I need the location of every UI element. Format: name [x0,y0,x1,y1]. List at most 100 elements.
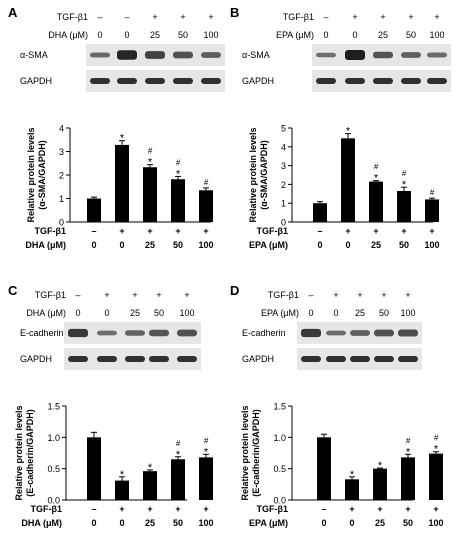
treatment-label: DHA (μM) [26,308,66,318]
significance-hash: # [176,439,181,448]
y-tick-label: 0.0 [47,496,60,506]
treatment-value: 0 [75,308,80,318]
x-treatment-value: + [147,226,152,236]
significance-hash: # [176,158,181,167]
x-treatment-label: TGF-β1 [257,504,289,514]
significance-hash: # [406,436,411,445]
blot-band [201,78,221,84]
treatment-value: 50 [154,308,164,318]
blot-band [373,51,393,59]
treatment-value: 25 [130,308,140,318]
blot-band [68,328,88,338]
blot-band [398,329,418,337]
x-treatment-value: + [119,226,124,236]
blot-label: α-SMA [242,50,270,60]
treatment-value: – [308,290,313,300]
blot-label: E-cadherin [20,328,64,338]
blot-band [301,356,321,362]
y-tick-label: 2 [281,180,286,190]
y-axis-label-line: Relative protein levels [248,127,258,222]
x-treatment-value: 0 [345,240,350,250]
blot-band [326,356,346,362]
treatment-value: 0 [333,308,338,318]
treatment-value: + [156,290,161,300]
y-axis-label: Relative protein levels (α-SMA/GAPDH) [26,127,47,222]
bar [199,190,213,222]
blot-band [149,329,169,337]
blot-band [374,356,394,362]
blot-label: GAPDH [20,354,52,364]
x-treatment-value: – [321,504,326,514]
bar [341,138,355,222]
treatment-value: + [132,290,137,300]
y-tick-label: 0.0 [273,496,286,506]
treatment-value: + [184,290,189,300]
treatment-value: + [152,12,157,22]
significance-star: * [378,460,383,472]
bar [171,459,185,500]
x-treatment-value: 25 [375,518,385,528]
blot-label: GAPDH [242,76,274,86]
y-tick-label: 5 [281,124,286,134]
treatment-value: 100 [429,30,444,40]
treatment-value: – [97,12,102,22]
significance-hash: # [204,436,209,445]
x-treatment-value: + [429,226,434,236]
treatment-label: TGF-β1 [57,12,88,22]
treatment-value: + [405,290,410,300]
x-treatment-value: – [317,226,322,236]
panel-d: D TGF-β1– + + + +EPA (μM) 0 0 25 50 100E-cadherinG… [230,283,444,528]
treatment-value: 25 [150,30,160,40]
x-treatment-value: 100 [198,240,213,250]
x-treatment-value: 0 [317,240,322,250]
blot-band [350,356,370,362]
blot-band [97,330,117,336]
y-axis-label-line: Relative protein levels [26,127,36,222]
treatment-value: + [434,12,439,22]
y-axis-label-line: (E-cadherin/GAPDH) [251,409,261,497]
bar [317,437,331,500]
blot-band [398,356,418,362]
bar [171,179,185,222]
y-axis-label-line: (α-SMA/GAPDH) [259,140,269,210]
significance-star: * [406,446,411,458]
bar [87,198,101,222]
y-axis-label: Relative protein levels (α-SMA/GAPDH) [248,127,269,222]
treatment-value: 0 [352,30,357,40]
x-treatment-value: + [373,226,378,236]
treatment-value: + [333,290,338,300]
x-treatment-value: 100 [428,518,443,528]
panel-letter: A [8,5,18,20]
treatment-value: + [352,12,357,22]
x-treatment-value: 50 [173,240,183,250]
x-treatment-value: + [119,504,124,514]
significance-star: * [148,462,153,474]
treatment-value: 0 [104,308,109,318]
panel-letter: C [8,283,18,298]
significance-hash: # [402,169,407,178]
blot-band [173,51,193,59]
blot-band [177,356,197,362]
treatment-value: – [323,12,328,22]
treatment-value: 50 [406,30,416,40]
bar [115,480,129,500]
blot-band [427,78,447,84]
significance-star: * [176,168,181,180]
x-treatment-value: 50 [403,518,413,528]
significance-star: * [350,469,355,481]
x-treatment-value: 100 [424,240,439,250]
bar [115,144,129,222]
significance-star: * [120,133,125,145]
x-treatment-value: 0 [91,240,96,250]
x-treatment-label: TGF-β1 [35,226,67,236]
blot-label: GAPDH [242,354,274,364]
bar [313,203,327,222]
x-treatment-value: + [401,226,406,236]
treatment-label: TGF-β1 [268,290,299,300]
x-treatment-value: 100 [198,518,213,528]
x-treatment-value: + [203,504,208,514]
x-treatment-label: EPA (μM) [249,518,288,528]
x-treatment-value: + [345,226,350,236]
y-tick-label: 0 [59,218,64,228]
